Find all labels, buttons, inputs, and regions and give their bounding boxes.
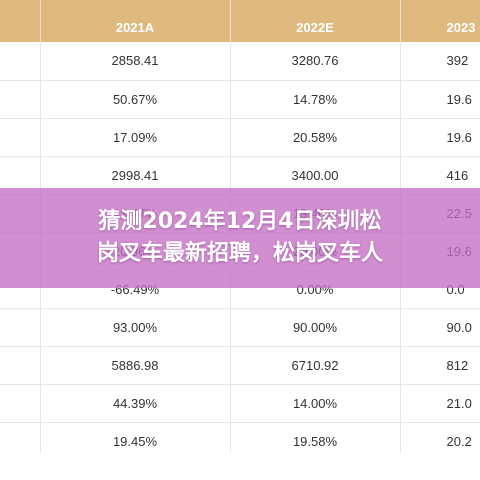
table-cell: 44.39%	[40, 384, 231, 423]
table-cell: 50.67%	[40, 80, 231, 119]
table-cell: 392	[400, 42, 480, 81]
table-row: 5886.98 6710.92 812	[0, 346, 480, 385]
table-cell: 14.00%	[230, 384, 401, 423]
column-header-2021a: 2021A	[40, 0, 231, 42]
banner-title-line-2: 岗叉车最新招聘，松岗叉车人	[96, 241, 383, 266]
table-cell	[0, 346, 41, 385]
bottom-strip	[0, 452, 480, 480]
column-header-2022e: 2022E	[230, 0, 401, 42]
table-cell	[0, 308, 41, 347]
table-cell	[0, 42, 41, 81]
table-cell	[0, 384, 41, 423]
table-cell: 21.0	[400, 384, 480, 423]
table-cell: 812	[400, 346, 480, 385]
column-header-label	[0, 0, 41, 42]
table-cell: 6710.92	[230, 346, 401, 385]
table-row: 44.39% 14.00% 21.0	[0, 384, 480, 423]
title-banner: 猜测2024年12月4日深圳松 岗叉车最新招聘，松岗叉车人	[0, 188, 480, 288]
table-cell	[0, 80, 41, 119]
table-header-row: 2021A 2022E 2023	[0, 0, 480, 42]
table-cell: 19.6	[400, 118, 480, 157]
table-row: 93.00% 90.00% 90.0	[0, 308, 480, 347]
table-cell: 5886.98	[40, 346, 231, 385]
table-cell: 2858.41	[40, 42, 231, 81]
table-cell: 19.6	[400, 80, 480, 119]
table-cell: 90.0	[400, 308, 480, 347]
column-header-2023: 2023	[400, 0, 480, 42]
table-row: 50.67% 14.78% 19.6	[0, 80, 480, 119]
banner-title-line-1: 猜测2024年12月4日深圳松	[98, 209, 382, 234]
table-row: 17.09% 20.58% 19.6	[0, 118, 480, 157]
table-cell: 17.09%	[40, 118, 231, 157]
table-cell	[0, 118, 41, 157]
table-row: 2858.41 3280.76 392	[0, 42, 480, 81]
table-cell: 93.00%	[40, 308, 231, 347]
table-cell: 20.58%	[230, 118, 401, 157]
table-cell: 14.78%	[230, 80, 401, 119]
table-cell: 3280.76	[230, 42, 401, 81]
table-cell: 90.00%	[230, 308, 401, 347]
